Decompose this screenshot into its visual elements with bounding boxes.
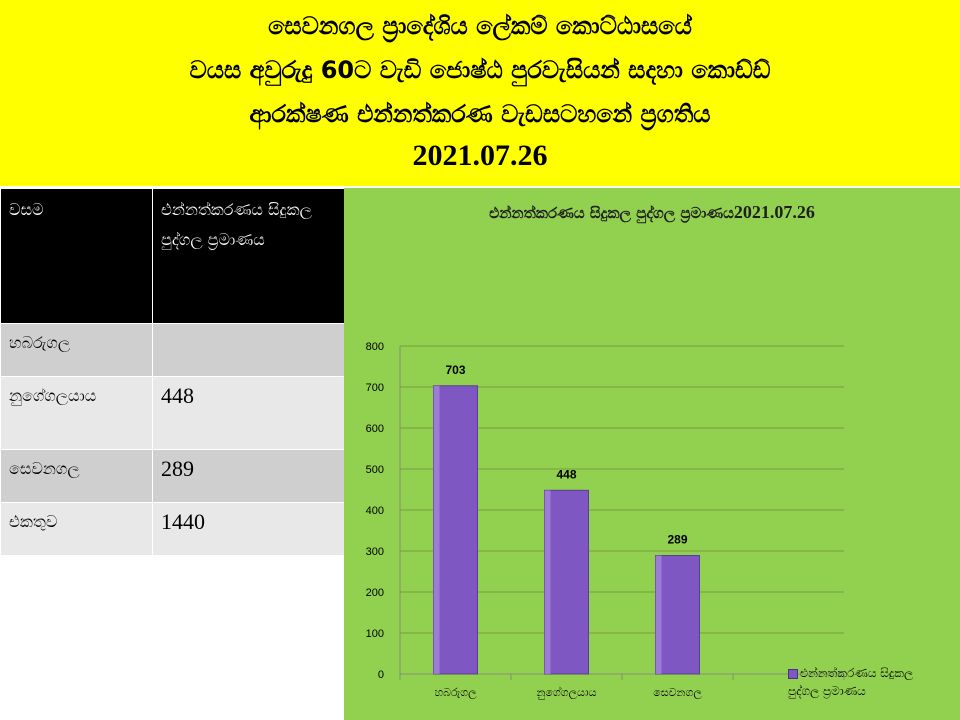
table-row: හබරුගල xyxy=(0,323,345,377)
vaccination-table: වසම එන්නත්කරණය සිදුකල පුද්ගල ප්‍රමාණය හබ… xyxy=(0,188,345,556)
data-label: 703 xyxy=(445,363,465,377)
table-header-count: එන්නත්කරණය සිදුකල පුද්ගල ප්‍රමාණය xyxy=(152,188,345,324)
header-date: 2021.07.26 xyxy=(412,139,548,172)
chart-panel: එන්නත්කරණය සිදුකල පුද්ගල ප්‍රමාණය2021.07… xyxy=(344,188,960,720)
table-cell-value xyxy=(152,323,345,377)
legend-label-line-1: එන්නත්කරණය සිදුකල xyxy=(800,666,914,680)
chart-title-date: 2021.07.26 xyxy=(733,202,815,222)
chart-title: එන්නත්කරණය සිදුකල පුද්ගල ප්‍රමාණය2021.07… xyxy=(344,202,960,223)
header-title-line-2: වයස අවුරුදු 60ට වැඩි ජොෂ්ඨ පුරවැසියන් සද… xyxy=(189,56,771,84)
page-header: සෙවනගල ප්‍රාදේශිය ලේකම් කොට්ඨාසයේ වයස අව… xyxy=(0,0,960,186)
table-cell-name: හබරුගල xyxy=(0,323,153,377)
header-title-line-1: සෙවනගල ප්‍රාදේශිය ලේකම් කොට්ඨාසයේ xyxy=(268,12,692,40)
bar xyxy=(544,489,589,675)
table-cell-value: 289 xyxy=(152,449,345,503)
chart-title-text: එන්නත්කරණය සිදුකල පුද්ගල ප්‍රමාණය xyxy=(489,204,734,222)
y-tick-label: 0 xyxy=(378,669,384,681)
bar-chart: 0 100 200 300 400 500 600 700 800 703 හබරුගල 448 නුග… xyxy=(366,341,845,700)
y-tick-label: 800 xyxy=(366,341,384,353)
table-cell-value: 448 xyxy=(152,376,345,450)
data-label: 289 xyxy=(667,533,687,547)
y-tick-label: 200 xyxy=(366,587,384,599)
table-cell-name: සෙවනගල xyxy=(0,449,153,503)
header-title-line-3: ආරක්ෂණ එන්නත්කරණ වැඩසටහනේ ප්‍රගතිය xyxy=(249,100,711,128)
table-cell-name: නුගේගලයාය xyxy=(0,376,153,450)
data-label: 448 xyxy=(556,467,576,481)
bar-highlight xyxy=(655,555,662,674)
table-row-total: එකතුව 1440 xyxy=(0,502,345,556)
bar-highlight xyxy=(433,385,440,674)
table-row: නුගේගලයාය 448 xyxy=(0,376,345,450)
y-tick-label: 500 xyxy=(366,464,384,476)
y-tick-label: 600 xyxy=(366,423,384,435)
y-tick-label: 700 xyxy=(366,382,384,394)
chart-legend: එන්නත්කරණය සිදුකල පුද්ගල ප්‍රමාණය xyxy=(788,664,958,700)
y-tick-label: 100 xyxy=(366,628,384,640)
table-header-division: වසම xyxy=(0,188,153,324)
y-tick-label: 300 xyxy=(366,546,384,558)
legend-label-line-2: පුද්ගල ප්‍රමාණය xyxy=(788,684,866,698)
x-category-label: සෙවනගල xyxy=(653,686,702,700)
table-row: සෙවනගල 289 xyxy=(0,449,345,503)
x-category-label: නුගේගලයාය xyxy=(537,685,597,700)
legend-swatch-icon xyxy=(788,668,798,679)
y-tick-label: 400 xyxy=(366,505,384,517)
bar xyxy=(433,385,478,675)
bar xyxy=(655,555,700,675)
bar-highlight xyxy=(544,490,551,674)
table-cell-value: 1440 xyxy=(152,502,345,556)
x-category-label: හබරුගල xyxy=(435,686,478,700)
table-cell-name: එකතුව xyxy=(0,502,153,556)
